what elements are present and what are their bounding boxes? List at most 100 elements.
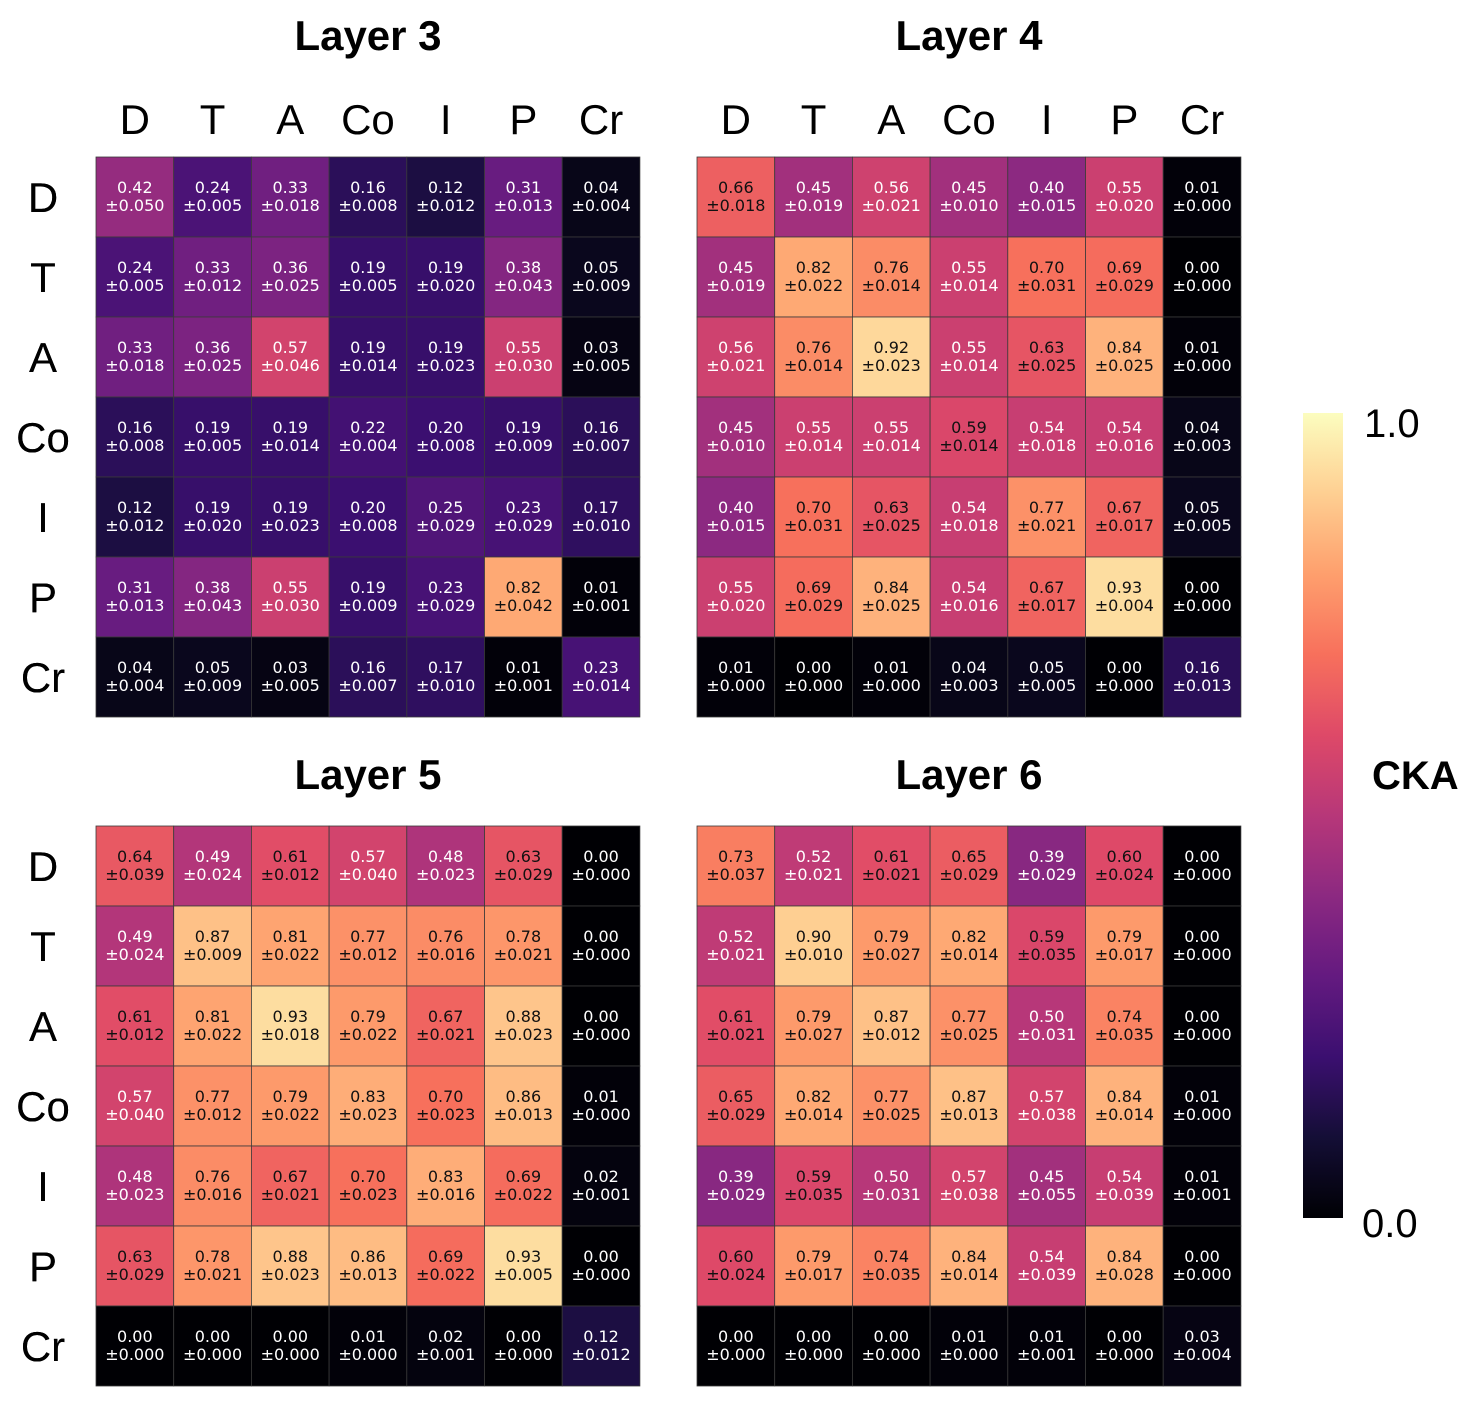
- column-label: A: [877, 96, 905, 143]
- cell-value-label: 0.55: [1107, 178, 1143, 197]
- cell-value-label: 0.17: [428, 658, 464, 677]
- cell-std-label: ±0.022: [494, 1185, 553, 1204]
- heatmap-cell: [173, 825, 252, 907]
- cell-value-label: 0.01: [350, 1327, 386, 1346]
- colorbar-scale: [1303, 413, 1343, 1218]
- heatmap-cell: [95, 985, 175, 1067]
- heatmap-cell: [484, 985, 563, 1067]
- heatmap-cell: [1085, 1305, 1164, 1387]
- cell-value-label: 0.76: [428, 927, 464, 946]
- heatmap-cell: [173, 1305, 252, 1387]
- heatmap-cell: [1162, 1225, 1242, 1307]
- cell-value-label: 0.82: [796, 1087, 832, 1106]
- cell-value-label: 0.81: [272, 927, 308, 946]
- cell-std-label: ±0.014: [939, 276, 998, 295]
- cell-value-label: 0.50: [1029, 1007, 1065, 1026]
- cell-std-label: ±0.000: [1172, 276, 1231, 295]
- cell-value-label: 0.20: [350, 498, 386, 517]
- heatmap-cell: [774, 396, 853, 478]
- cell-std-label: ±0.038: [1017, 1105, 1076, 1124]
- heatmap-cell: [250, 825, 330, 907]
- heatmap-cell: [696, 1145, 776, 1227]
- cell-value-label: 0.00: [1184, 258, 1220, 277]
- heatmap-cell: [484, 156, 563, 238]
- heatmap-cell: [95, 905, 175, 987]
- heatmap-cell: [929, 1145, 1009, 1227]
- cell-std-label: ±0.001: [1017, 1345, 1076, 1364]
- cell-std-label: ±0.042: [494, 596, 553, 615]
- cell-std-label: ±0.013: [1172, 676, 1231, 695]
- row-label: Co: [16, 414, 70, 461]
- cell-value-label: 0.92: [873, 338, 909, 357]
- cell-value-label: 0.79: [272, 1087, 308, 1106]
- cell-value-label: 0.36: [195, 338, 231, 357]
- cell-value-label: 0.63: [117, 1247, 153, 1266]
- heatmap-cell: [561, 476, 641, 558]
- cell-value-label: 0.74: [1107, 1007, 1143, 1026]
- cell-std-label: ±0.021: [706, 356, 765, 375]
- cell-std-label: ±0.025: [183, 356, 242, 375]
- heatmap-cell: [95, 1065, 175, 1147]
- heatmap-cell: [929, 636, 1009, 718]
- cell-std-label: ±0.012: [862, 1025, 921, 1044]
- heatmap-cell: [1007, 985, 1086, 1067]
- cell-std-label: ±0.023: [862, 356, 921, 375]
- heatmap-cell: [1085, 905, 1164, 987]
- heatmap-cell: [484, 636, 563, 718]
- cell-value-label: 0.86: [506, 1087, 542, 1106]
- heatmap-cell: [1085, 316, 1164, 398]
- heatmap-cell: [1007, 636, 1086, 718]
- cell-std-label: ±0.029: [784, 596, 843, 615]
- heatmap-cell: [929, 476, 1009, 558]
- panel-title: Layer 5: [294, 751, 441, 798]
- cell-std-label: ±0.009: [183, 945, 242, 964]
- column-label: A: [276, 96, 304, 143]
- column-label: Co: [341, 96, 395, 143]
- cell-value-label: 0.52: [718, 927, 754, 946]
- cell-std-label: ±0.014: [1095, 1105, 1154, 1124]
- cell-std-label: ±0.029: [494, 516, 553, 535]
- cell-value-label: 0.84: [873, 578, 909, 597]
- heatmap-cell: [696, 825, 776, 907]
- cell-value-label: 0.63: [506, 847, 542, 866]
- cell-value-label: 0.54: [1029, 1247, 1065, 1266]
- cell-value-label: 0.78: [195, 1247, 231, 1266]
- cell-std-label: ±0.021: [183, 1265, 242, 1284]
- column-label: P: [1110, 96, 1138, 143]
- heatmap-cell: [1007, 476, 1086, 558]
- heatmap-cell: [250, 905, 330, 987]
- cell-value-label: 0.84: [1107, 338, 1143, 357]
- cell-std-label: ±0.014: [571, 676, 630, 695]
- heatmap-cell: [250, 1065, 330, 1147]
- heatmap-cell: [1007, 905, 1086, 987]
- row-label: P: [29, 574, 57, 621]
- cell-std-label: ±0.039: [1017, 1265, 1076, 1284]
- cell-std-label: ±0.000: [1172, 596, 1231, 615]
- cell-value-label: 0.01: [718, 658, 754, 677]
- heatmap-cell: [561, 1305, 641, 1387]
- heatmap-cell: [774, 236, 853, 318]
- cell-value-label: 0.00: [583, 847, 619, 866]
- cell-std-label: ±0.003: [939, 676, 998, 695]
- cell-std-label: ±0.040: [105, 1105, 164, 1124]
- cell-std-label: ±0.021: [706, 945, 765, 964]
- cell-std-label: ±0.000: [1172, 1025, 1231, 1044]
- cell-std-label: ±0.015: [706, 516, 765, 535]
- heatmap-cell: [406, 905, 485, 987]
- cell-std-label: ±0.012: [416, 196, 475, 215]
- cell-std-label: ±0.000: [862, 1345, 921, 1364]
- cell-value-label: 0.63: [1029, 338, 1065, 357]
- cell-value-label: 0.84: [1107, 1247, 1143, 1266]
- cell-std-label: ±0.003: [1172, 436, 1231, 455]
- cell-std-label: ±0.000: [1172, 1105, 1231, 1124]
- cell-std-label: ±0.000: [1172, 196, 1231, 215]
- cell-value-label: 0.45: [718, 418, 754, 437]
- heatmap-cell: [95, 316, 175, 398]
- heatmap-cell: [774, 1305, 853, 1387]
- row-label: A: [29, 334, 57, 381]
- heatmap-cell: [561, 1145, 641, 1227]
- cell-value-label: 0.00: [583, 1247, 619, 1266]
- heatmap-cell: [852, 156, 931, 238]
- cell-value-label: 0.70: [350, 1167, 386, 1186]
- cell-std-label: ±0.014: [784, 436, 843, 455]
